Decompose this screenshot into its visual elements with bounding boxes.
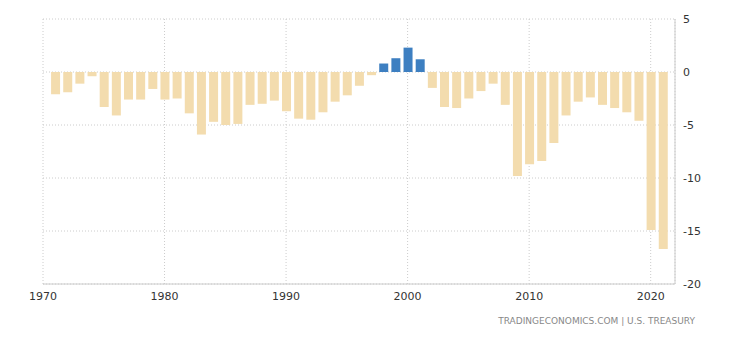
svg-text:2010: 2010 [515, 290, 543, 303]
svg-text:0: 0 [683, 66, 690, 79]
svg-text:1990: 1990 [272, 290, 300, 303]
svg-text:5: 5 [683, 13, 690, 26]
svg-text:-15: -15 [683, 225, 701, 238]
svg-text:1970: 1970 [29, 290, 57, 303]
svg-text:-10: -10 [683, 172, 701, 185]
svg-text:2020: 2020 [637, 290, 665, 303]
svg-text:2000: 2000 [394, 290, 422, 303]
svg-text:1980: 1980 [151, 290, 179, 303]
svg-text:-5: -5 [683, 119, 694, 132]
html-text:TRADINGECONOMICS.COM | U.S. TR: TRADINGECONOMICS.COM | U.S. TREASURY [498, 316, 695, 326]
svg-text:-20: -20 [683, 278, 701, 291]
